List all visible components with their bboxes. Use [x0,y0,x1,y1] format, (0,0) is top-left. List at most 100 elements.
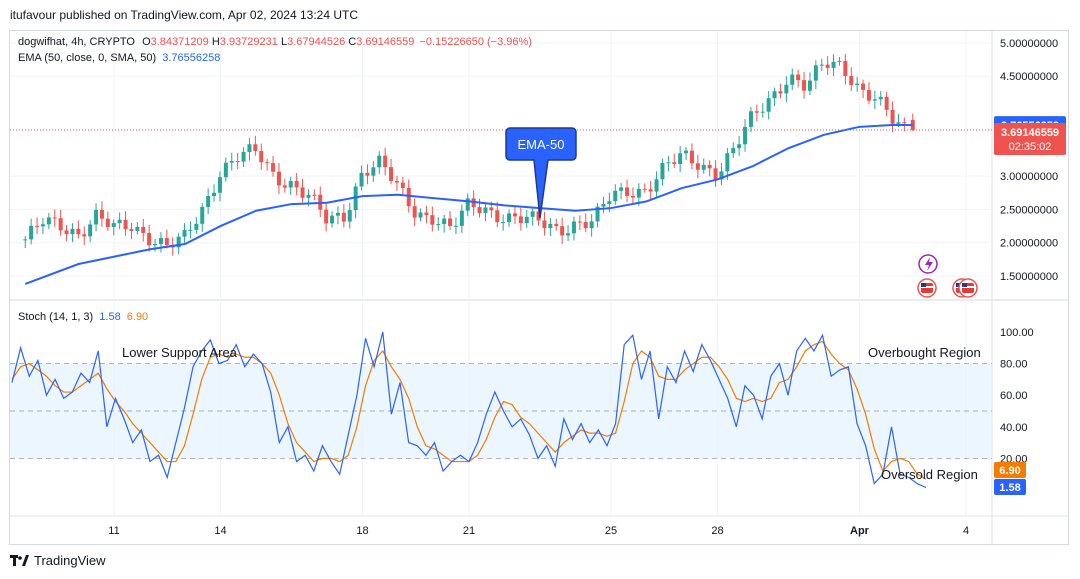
oversold-annotation: Oversold Region [881,467,978,482]
candle-body [147,233,152,246]
candle-body [217,177,222,193]
candle-body [636,188,641,198]
candle-body [383,155,388,168]
candle-body [813,65,818,81]
candle-body [518,216,523,224]
candle-body [448,218,453,226]
open-value: 3.84371209 [150,36,209,48]
candle-body [389,167,394,181]
candle-body [884,96,889,110]
us-flag-canton-icon [956,283,961,287]
candle-body [23,239,28,241]
candle-body [176,236,181,248]
price-tick-label: 2.00000000 [1000,238,1058,250]
candle-body [689,150,694,164]
candle-body [896,122,901,124]
candle-body [743,126,748,145]
candle-body [819,64,824,66]
close-value: 3.69146559 [356,36,415,48]
candle-body [52,217,57,219]
candle-body [684,150,689,154]
candle-body [866,89,871,101]
candle-body [135,226,140,231]
candle-body [495,210,500,223]
candle-body [247,144,252,152]
candle-body [99,209,104,219]
candle-body [642,188,647,190]
candle-body [359,172,364,187]
candle-body [394,180,399,183]
stoch-d-axis-badge [994,462,1026,478]
footer-brand-name: TradingView [34,553,106,568]
price-axis-badge [994,123,1066,156]
chart-frame [9,30,1069,545]
candle-body [790,74,795,85]
candle-body [371,167,376,176]
candle-body [583,221,588,229]
candle-body [271,163,276,172]
high-value: 3.93729231 [219,36,278,48]
candle-body [754,111,759,113]
candle-body [442,218,447,225]
publisher-line: itufavour published on TradingView.com, … [10,8,358,22]
candle-body [831,61,836,68]
price-tick-label: 2.50000000 [1000,204,1058,216]
candle-body [784,84,789,94]
candle-body [554,223,559,227]
candle-body [524,216,529,224]
candle-body [223,162,228,178]
candle-body [282,185,287,188]
us-flag-stripe-icon [921,286,933,288]
candle-body [678,153,683,164]
price-tick-label: 4.50000000 [1000,71,1058,83]
candle-body [365,172,370,176]
price-tick-label: 1.50000000 [1000,271,1058,283]
candle-body [88,224,93,237]
lower-support-annotation: Lower Support Area [122,345,238,360]
candle-body [288,180,293,188]
candle-body [29,225,34,240]
low-label: L [280,36,288,48]
candle-body [377,155,382,168]
candle-body [507,213,512,223]
candle-body [766,98,771,112]
stoch-k-axis-label: 1.58 [999,482,1020,494]
time-tick-label: 25 [605,525,617,537]
candle-body [76,228,81,235]
ema-legend-value: 3.76556258 [162,52,221,64]
price-axis-label: 3.69146559 [1001,127,1059,139]
candle-body [40,224,45,227]
open-label: O [142,36,151,48]
candle-body [306,194,311,198]
candle-body [625,187,630,196]
candle-body [861,83,866,90]
candle-body [701,164,706,170]
time-tick-label: 18 [356,525,368,537]
candle-body [70,228,75,235]
candle-body [548,223,553,229]
stoch-legend: Stoch (14, 1, 3) 1.58 6.90 [18,311,148,323]
candle-body [843,60,848,77]
candle-body [737,144,742,149]
candle-body [660,163,665,180]
us-flag-canton-icon [921,283,926,287]
candle-body [713,168,718,180]
candle-body [772,91,777,99]
stoch-legend-name: Stoch (14, 1, 3) [18,311,94,323]
candle-body [630,195,635,198]
candle-body [123,219,128,230]
candle-body [560,226,565,236]
lightning-glyph-icon [925,257,933,271]
candle-body [595,206,600,222]
us-flag-stripe-icon [962,286,974,288]
candle-body [707,164,712,169]
candle-body [530,211,535,217]
candle-body [105,218,110,227]
candle-body [802,80,807,91]
candle-body [837,60,842,62]
candle-body [58,218,63,231]
bar-countdown-label: 02:35:02 [1009,141,1052,153]
close-label: C [348,36,357,48]
candle-body [341,212,346,222]
